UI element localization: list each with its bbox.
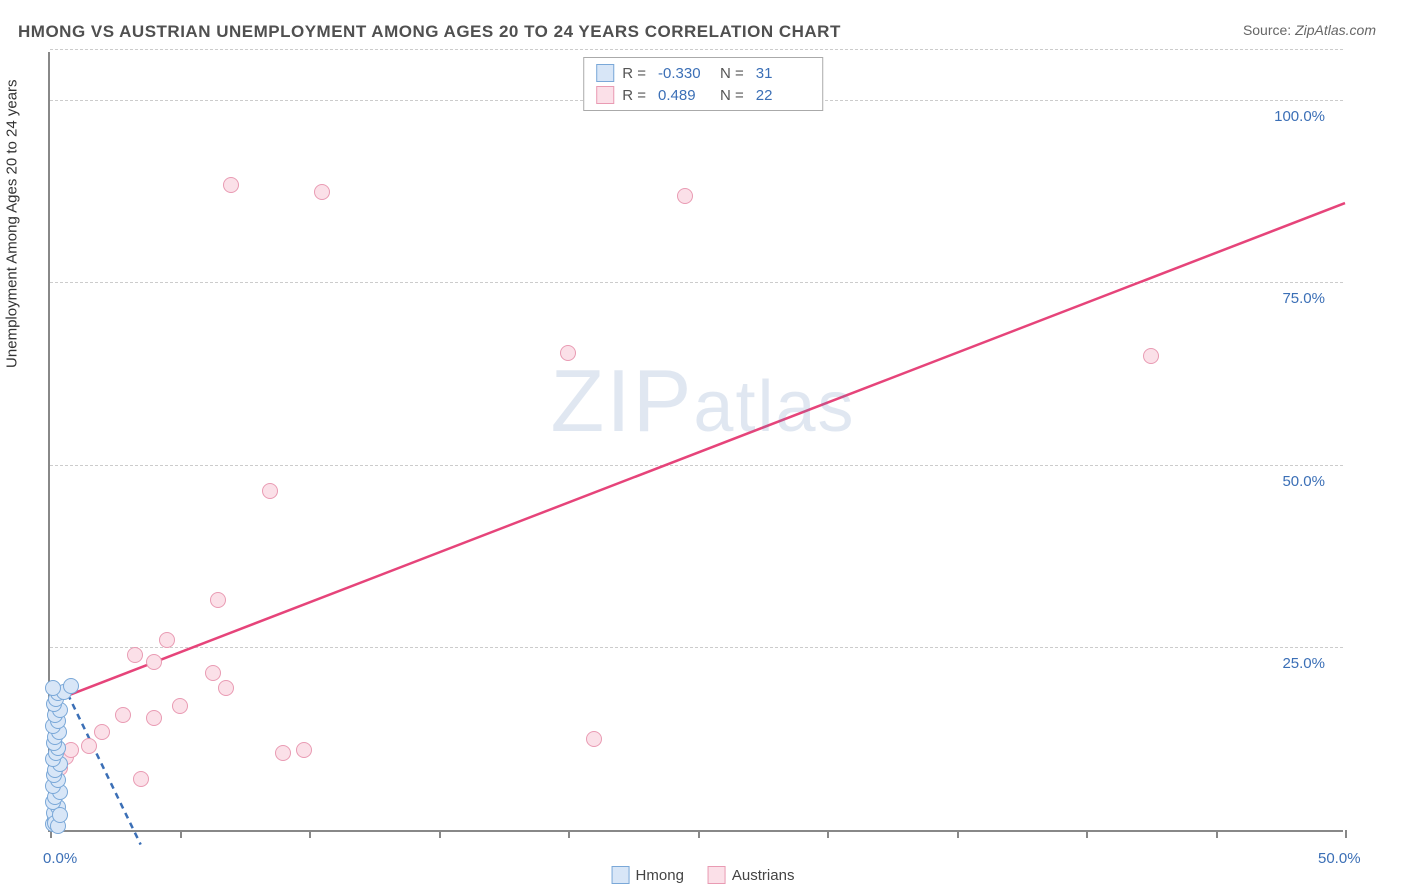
data-point-hmong <box>63 678 79 694</box>
n-label: N = <box>720 87 744 104</box>
data-point-austrians <box>146 654 162 670</box>
x-tick <box>957 830 959 838</box>
chart-plot-area: 25.0%50.0%75.0%100.0% <box>48 52 1343 832</box>
legend-label-austrians: Austrians <box>732 867 795 884</box>
x-tick <box>698 830 700 838</box>
x-tick <box>439 830 441 838</box>
r-label: R = <box>622 65 646 82</box>
series-legend: Hmong Austrians <box>612 866 795 884</box>
data-point-austrians <box>586 731 602 747</box>
data-point-austrians <box>223 177 239 193</box>
n-value-hmong: 31 <box>756 65 810 82</box>
legend-row-hmong: R = -0.330 N = 31 <box>596 62 810 84</box>
swatch-hmong <box>612 866 630 884</box>
data-point-austrians <box>159 632 175 648</box>
data-point-austrians <box>275 745 291 761</box>
data-point-austrians <box>81 738 97 754</box>
regression-lines <box>50 50 1345 830</box>
data-point-austrians <box>127 647 143 663</box>
data-point-austrians <box>560 345 576 361</box>
regression-line <box>63 684 141 844</box>
source-prefix: Source: <box>1243 22 1295 38</box>
x-tick <box>1216 830 1218 838</box>
data-point-austrians <box>210 592 226 608</box>
chart-title: HMONG VS AUSTRIAN UNEMPLOYMENT AMONG AGE… <box>18 22 841 42</box>
data-point-austrians <box>1143 348 1159 364</box>
x-tick <box>1086 830 1088 838</box>
x-tick-label: 0.0% <box>43 850 77 867</box>
x-tick <box>827 830 829 838</box>
x-tick <box>180 830 182 838</box>
legend-item-austrians: Austrians <box>708 866 795 884</box>
swatch-austrians <box>596 86 614 104</box>
legend-label-hmong: Hmong <box>636 867 684 884</box>
correlation-legend: R = -0.330 N = 31 R = 0.489 N = 22 <box>583 57 823 111</box>
n-value-austrians: 22 <box>756 87 810 104</box>
legend-row-austrians: R = 0.489 N = 22 <box>596 84 810 106</box>
data-point-austrians <box>677 188 693 204</box>
x-tick <box>309 830 311 838</box>
source-attribution: Source: ZipAtlas.com <box>1243 22 1376 42</box>
r-value-hmong: -0.330 <box>658 65 712 82</box>
r-label: R = <box>622 87 646 104</box>
swatch-hmong <box>596 64 614 82</box>
data-point-austrians <box>296 742 312 758</box>
swatch-austrians <box>708 866 726 884</box>
legend-item-hmong: Hmong <box>612 866 684 884</box>
x-tick <box>1345 830 1347 838</box>
regression-line <box>50 203 1345 702</box>
data-point-austrians <box>218 680 234 696</box>
header: HMONG VS AUSTRIAN UNEMPLOYMENT AMONG AGE… <box>0 0 1406 52</box>
r-value-austrians: 0.489 <box>658 87 712 104</box>
x-tick-label: 50.0% <box>1318 850 1361 867</box>
data-point-austrians <box>172 698 188 714</box>
data-point-austrians <box>115 707 131 723</box>
n-label: N = <box>720 65 744 82</box>
source-name: ZipAtlas.com <box>1295 22 1376 38</box>
y-axis-label: Unemployment Among Ages 20 to 24 years <box>4 79 21 368</box>
data-point-austrians <box>133 771 149 787</box>
data-point-austrians <box>146 710 162 726</box>
x-tick <box>568 830 570 838</box>
data-point-austrians <box>94 724 110 740</box>
data-point-austrians <box>262 483 278 499</box>
data-point-hmong <box>52 807 68 823</box>
data-point-austrians <box>314 184 330 200</box>
data-point-austrians <box>205 665 221 681</box>
data-point-hmong <box>45 680 61 696</box>
